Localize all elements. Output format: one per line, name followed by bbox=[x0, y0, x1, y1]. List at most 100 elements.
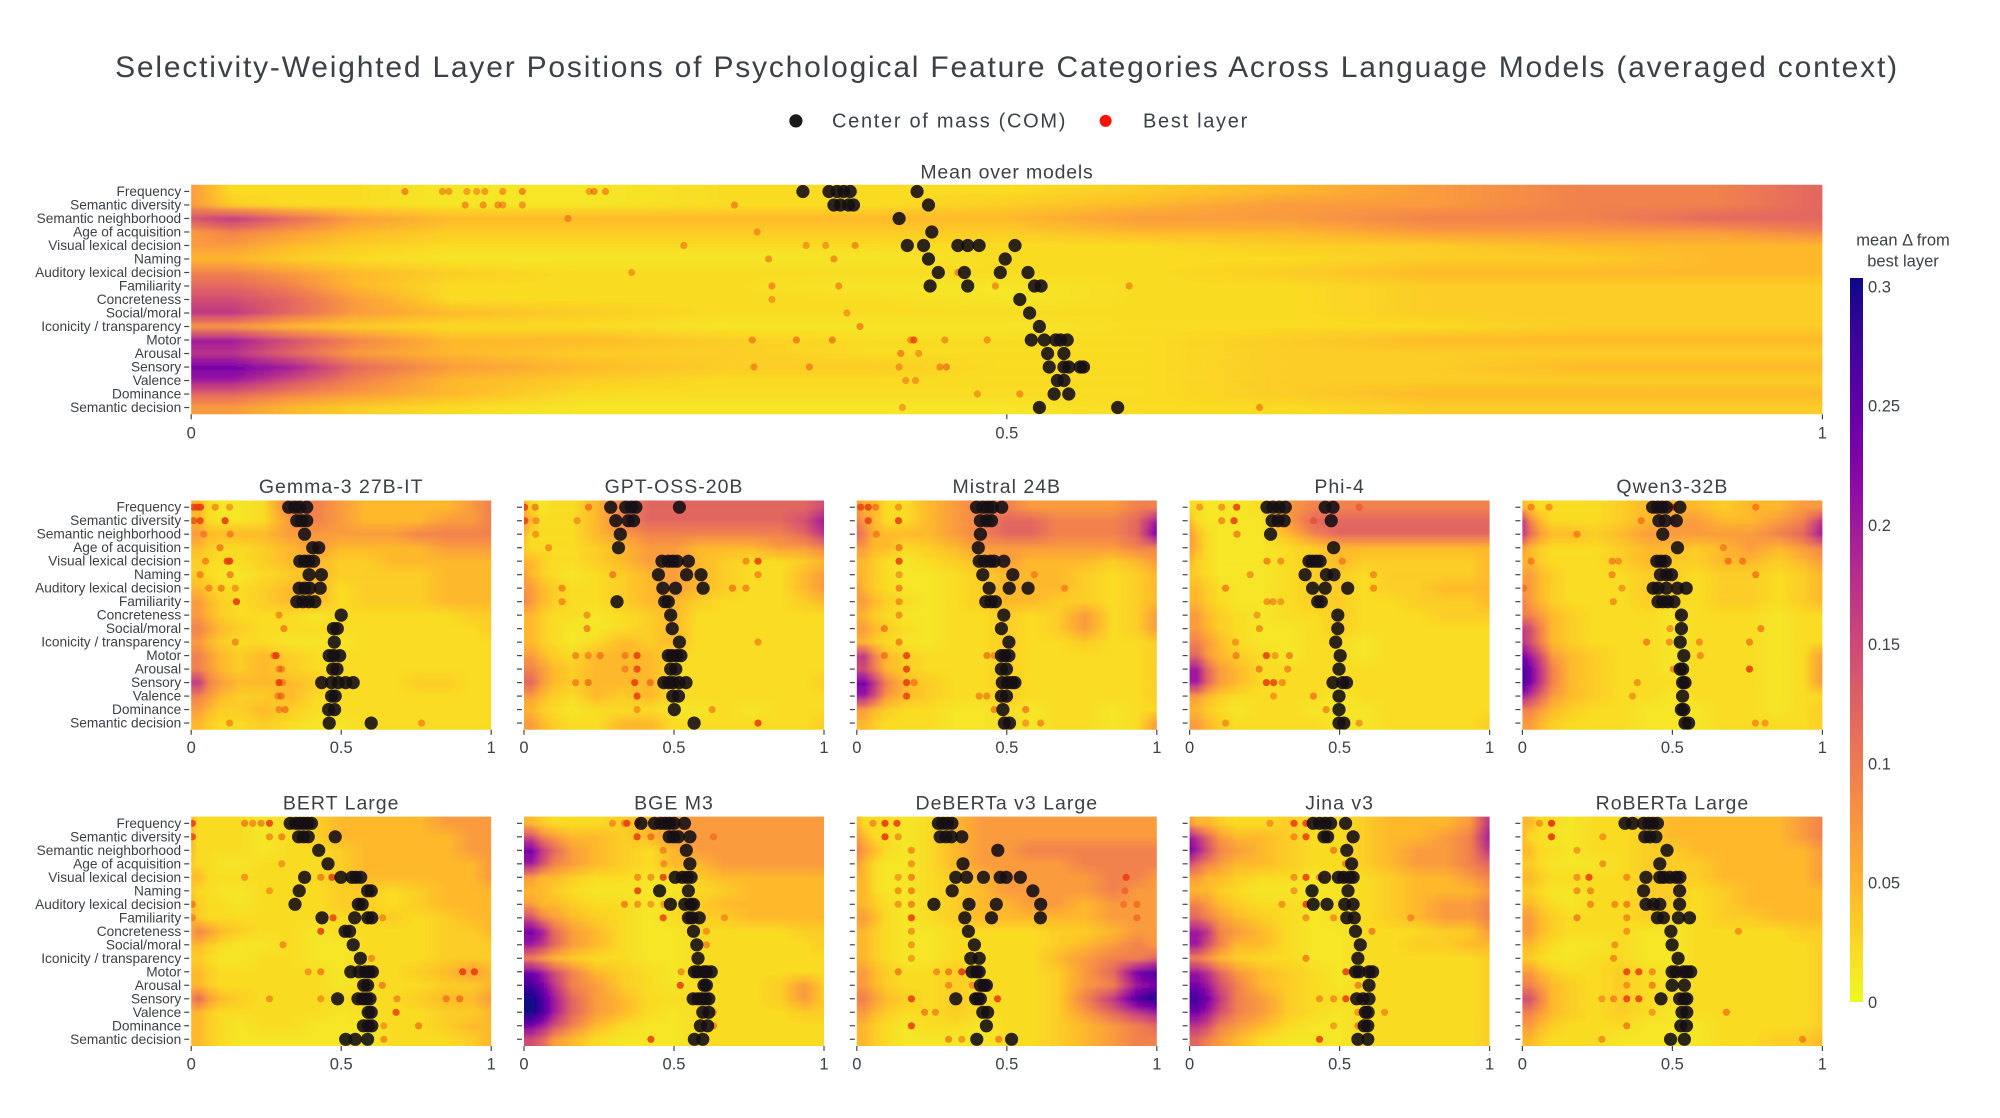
svg-text:Social/moral: Social/moral bbox=[106, 621, 181, 636]
svg-text:BERT Large: BERT Large bbox=[283, 793, 400, 815]
svg-text:0.5: 0.5 bbox=[1661, 739, 1684, 757]
svg-text:1: 1 bbox=[1152, 739, 1161, 757]
svg-text:Familiarity: Familiarity bbox=[119, 278, 182, 293]
svg-text:BGE M3: BGE M3 bbox=[634, 793, 714, 815]
svg-text:GPT-OSS-20B: GPT-OSS-20B bbox=[605, 476, 744, 498]
svg-text:0: 0 bbox=[852, 1056, 861, 1074]
svg-text:Dominance: Dominance bbox=[112, 387, 181, 402]
svg-text:Sensory: Sensory bbox=[131, 675, 181, 690]
svg-text:Valence: Valence bbox=[133, 689, 181, 704]
svg-text:Age of acquisition: Age of acquisition bbox=[73, 856, 181, 871]
svg-text:0: 0 bbox=[1185, 1056, 1194, 1074]
svg-text:Semantic decision: Semantic decision bbox=[70, 400, 181, 415]
svg-text:0.15: 0.15 bbox=[1868, 636, 1900, 654]
svg-text:Auditory lexical decision: Auditory lexical decision bbox=[35, 897, 181, 912]
svg-text:Semantic diversity: Semantic diversity bbox=[70, 513, 181, 528]
svg-text:Naming: Naming bbox=[134, 251, 181, 266]
svg-text:1: 1 bbox=[1152, 1056, 1161, 1074]
svg-text:Gemma-3 27B-IT: Gemma-3 27B-IT bbox=[259, 476, 424, 498]
svg-text:0.5: 0.5 bbox=[330, 1056, 353, 1074]
svg-text:Naming: Naming bbox=[134, 883, 181, 898]
svg-text:Center of mass (COM): Center of mass (COM) bbox=[832, 111, 1067, 133]
svg-text:Semantic neighborhood: Semantic neighborhood bbox=[37, 527, 182, 542]
svg-text:0: 0 bbox=[519, 1056, 528, 1074]
svg-text:Iconicity / transparency: Iconicity / transparency bbox=[41, 951, 181, 966]
svg-text:Mistral 24B: Mistral 24B bbox=[953, 476, 1062, 498]
svg-text:0.5: 0.5 bbox=[1661, 1056, 1684, 1074]
svg-text:0: 0 bbox=[1185, 739, 1194, 757]
svg-text:Semantic diversity: Semantic diversity bbox=[70, 829, 181, 844]
svg-text:1: 1 bbox=[819, 739, 828, 757]
svg-text:Auditory lexical decision: Auditory lexical decision bbox=[35, 581, 181, 596]
svg-text:best layer: best layer bbox=[1867, 253, 1939, 271]
svg-text:Age of acquisition: Age of acquisition bbox=[73, 540, 181, 555]
svg-text:Iconicity / transparency: Iconicity / transparency bbox=[41, 319, 181, 334]
svg-text:Valence: Valence bbox=[133, 1005, 181, 1020]
svg-text:0: 0 bbox=[187, 425, 196, 443]
svg-text:Semantic neighborhood: Semantic neighborhood bbox=[37, 211, 182, 226]
svg-text:1: 1 bbox=[819, 1056, 828, 1074]
svg-text:0.2: 0.2 bbox=[1868, 517, 1891, 535]
svg-text:0.1: 0.1 bbox=[1868, 755, 1891, 773]
svg-text:1: 1 bbox=[1485, 739, 1494, 757]
svg-text:0.5: 0.5 bbox=[1328, 1056, 1351, 1074]
svg-text:0: 0 bbox=[187, 739, 196, 757]
svg-text:0: 0 bbox=[1868, 994, 1877, 1012]
svg-text:Concreteness: Concreteness bbox=[97, 608, 182, 623]
svg-text:0: 0 bbox=[519, 739, 528, 757]
svg-text:Semantic decision: Semantic decision bbox=[70, 716, 181, 731]
svg-text:0.5: 0.5 bbox=[995, 425, 1018, 443]
svg-text:Semantic neighborhood: Semantic neighborhood bbox=[37, 843, 182, 858]
svg-text:Qwen3-32B: Qwen3-32B bbox=[1616, 476, 1728, 498]
svg-text:Mean over models: Mean over models bbox=[920, 162, 1093, 184]
svg-text:Best layer: Best layer bbox=[1143, 111, 1249, 133]
svg-text:0.5: 0.5 bbox=[995, 739, 1018, 757]
svg-text:0.5: 0.5 bbox=[1328, 739, 1351, 757]
svg-text:0.25: 0.25 bbox=[1868, 398, 1900, 416]
svg-text:Auditory lexical decision: Auditory lexical decision bbox=[35, 265, 181, 280]
svg-text:0.05: 0.05 bbox=[1868, 875, 1900, 893]
svg-text:Frequency: Frequency bbox=[117, 816, 182, 831]
svg-text:0: 0 bbox=[1518, 739, 1527, 757]
svg-text:Sensory: Sensory bbox=[131, 360, 181, 375]
svg-text:1: 1 bbox=[487, 1056, 496, 1074]
svg-text:Motor: Motor bbox=[146, 964, 181, 979]
svg-text:0.3: 0.3 bbox=[1868, 279, 1891, 297]
svg-text:1: 1 bbox=[1818, 1056, 1827, 1074]
svg-text:0: 0 bbox=[1518, 1056, 1527, 1074]
svg-text:0.5: 0.5 bbox=[330, 739, 353, 757]
svg-text:1: 1 bbox=[1485, 1056, 1494, 1074]
svg-text:Age of acquisition: Age of acquisition bbox=[73, 224, 181, 239]
svg-text:Semantic decision: Semantic decision bbox=[70, 1032, 181, 1047]
svg-text:1: 1 bbox=[1818, 739, 1827, 757]
svg-text:Arousal: Arousal bbox=[135, 978, 181, 993]
svg-text:Dominance: Dominance bbox=[112, 1018, 181, 1033]
svg-text:Concreteness: Concreteness bbox=[97, 924, 182, 939]
svg-text:Iconicity / transparency: Iconicity / transparency bbox=[41, 635, 181, 650]
svg-text:Selectivity-Weighted Layer Pos: Selectivity-Weighted Layer Positions of … bbox=[115, 51, 1899, 84]
svg-text:0.5: 0.5 bbox=[663, 739, 686, 757]
svg-text:0.5: 0.5 bbox=[995, 1056, 1018, 1074]
svg-text:Visual lexical decision: Visual lexical decision bbox=[48, 870, 181, 885]
svg-text:0.5: 0.5 bbox=[663, 1056, 686, 1074]
svg-text:1: 1 bbox=[1818, 425, 1827, 443]
svg-text:DeBERTa v3 Large: DeBERTa v3 Large bbox=[916, 793, 1099, 815]
svg-text:mean Δ from: mean Δ from bbox=[1856, 232, 1950, 250]
svg-text:Phi-4: Phi-4 bbox=[1314, 476, 1365, 498]
svg-text:Dominance: Dominance bbox=[112, 702, 181, 717]
svg-text:Arousal: Arousal bbox=[135, 662, 181, 677]
svg-text:Valence: Valence bbox=[133, 373, 181, 388]
svg-text:Jina v3: Jina v3 bbox=[1305, 793, 1374, 815]
svg-text:Naming: Naming bbox=[134, 567, 181, 582]
svg-text:Semantic diversity: Semantic diversity bbox=[70, 197, 181, 212]
svg-text:Social/moral: Social/moral bbox=[106, 937, 181, 952]
svg-text:1: 1 bbox=[487, 739, 496, 757]
svg-text:Frequency: Frequency bbox=[117, 184, 182, 199]
svg-text:Motor: Motor bbox=[146, 648, 181, 663]
svg-text:Sensory: Sensory bbox=[131, 991, 181, 1006]
svg-text:0: 0 bbox=[852, 739, 861, 757]
svg-text:Familiarity: Familiarity bbox=[119, 910, 182, 925]
svg-text:Visual lexical decision: Visual lexical decision bbox=[48, 554, 181, 569]
svg-text:Motor: Motor bbox=[146, 333, 181, 348]
svg-text:Familiarity: Familiarity bbox=[119, 594, 182, 609]
